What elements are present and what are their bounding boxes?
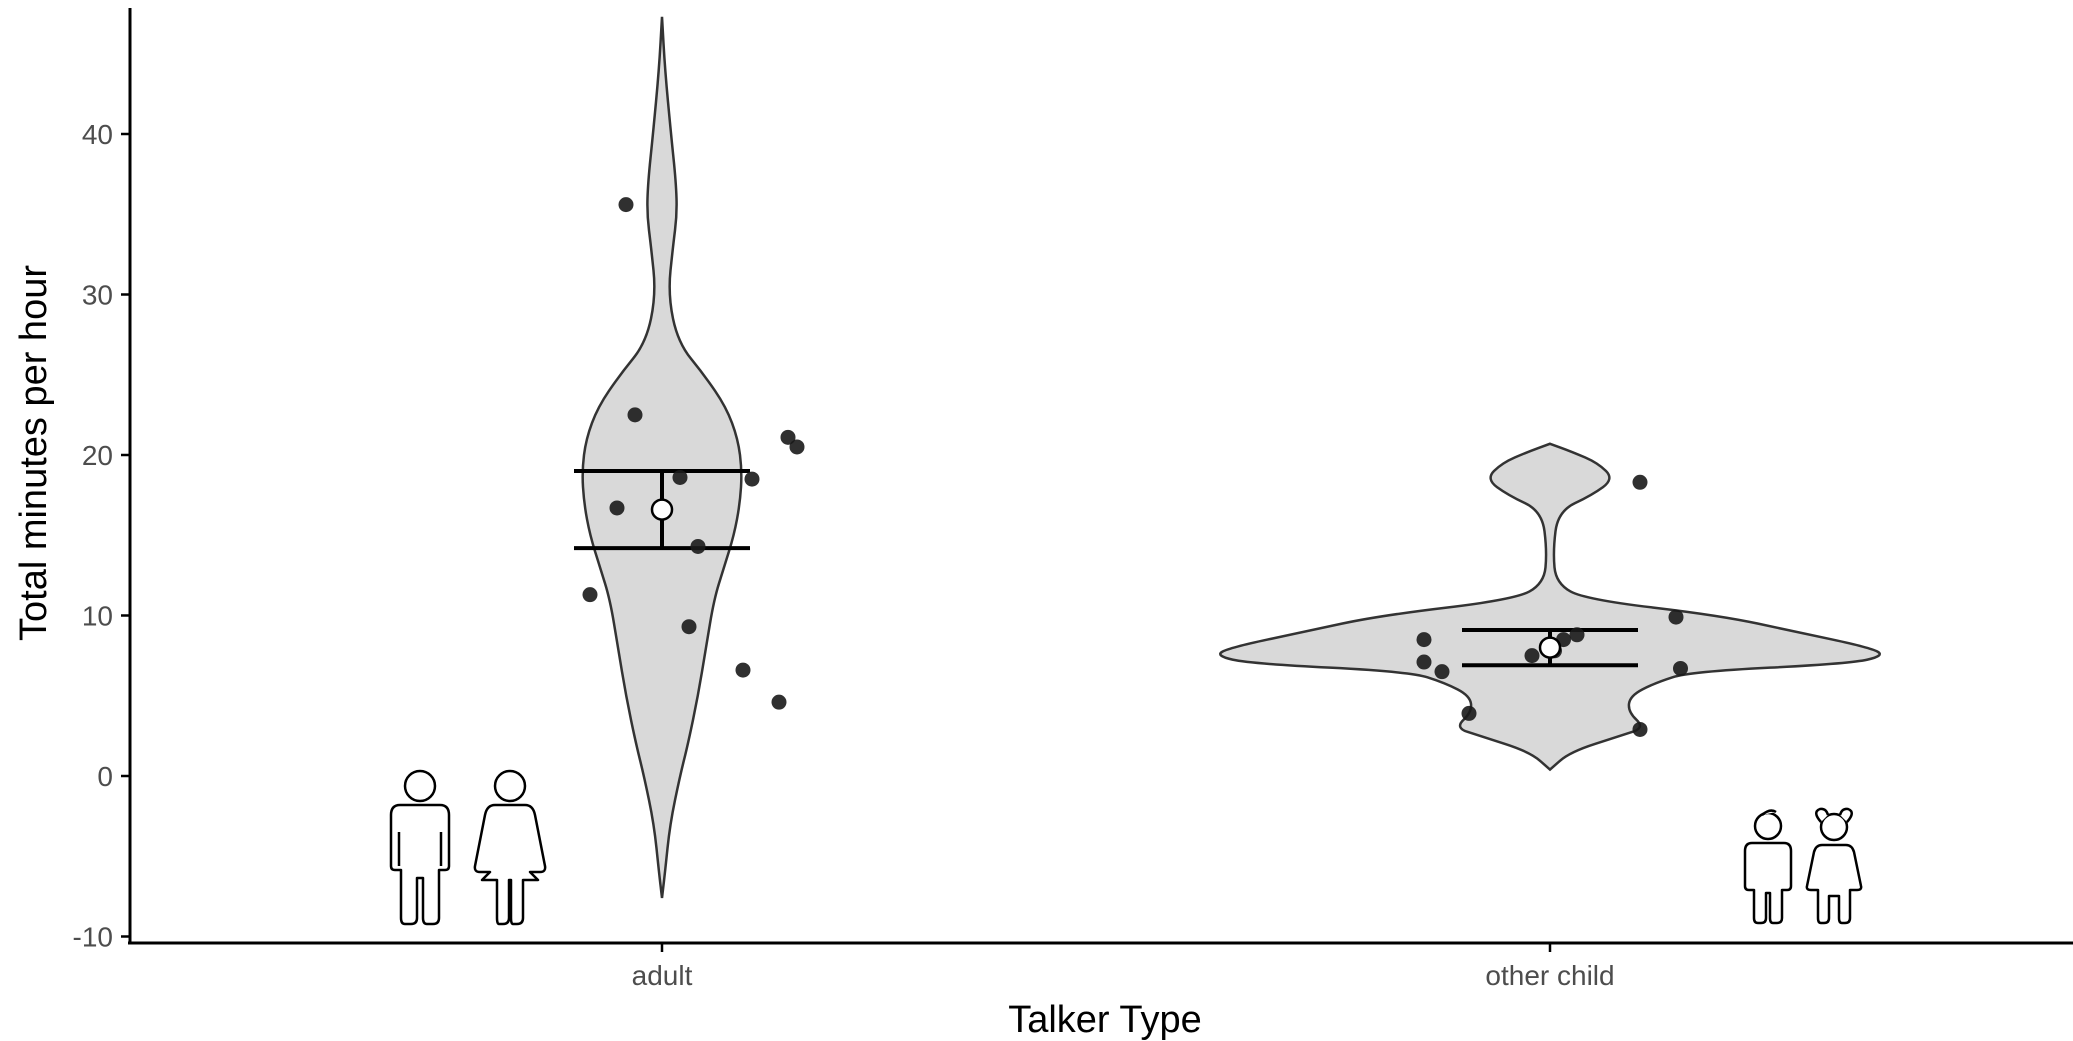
y-tick-label: 20 [82, 440, 113, 471]
data-point [771, 694, 787, 710]
data-point [627, 407, 643, 423]
y-tick-label: 30 [82, 280, 113, 311]
violins [581, 16, 1881, 899]
error-bars [574, 469, 1638, 668]
data-point [681, 619, 697, 635]
child-boy-girl-icon [1743, 807, 1863, 925]
data-point [1434, 664, 1450, 680]
data-point [1668, 609, 1684, 625]
data-point [744, 471, 760, 487]
violin-other-child [1219, 442, 1881, 772]
x-tick-label: other child [1485, 960, 1614, 991]
y-tick-label: -10 [73, 922, 113, 953]
y-axis-title: Total minutes per hour [13, 265, 55, 641]
boy-icon [1743, 809, 1793, 925]
data-points [582, 197, 1688, 737]
y-tick-label: 10 [82, 601, 113, 632]
y-tick-label: 40 [82, 119, 113, 150]
woman-icon [473, 769, 547, 926]
data-point [789, 439, 805, 455]
y-tick-label: 0 [97, 761, 113, 792]
data-point [1632, 474, 1648, 490]
x-axis-title: Talker Type [1008, 999, 1202, 1041]
data-point [609, 500, 625, 516]
man-icon [389, 769, 451, 926]
data-point [690, 538, 706, 554]
data-point [1416, 632, 1432, 648]
data-point [672, 469, 688, 485]
x-tick-label: adult [632, 960, 693, 991]
y-axis-ticks: -10 0 10 20 30 40 [73, 119, 130, 953]
data-point [1569, 627, 1585, 643]
data-point [1524, 648, 1540, 664]
data-point [582, 587, 598, 603]
data-point [735, 662, 751, 678]
mean-markers [650, 498, 1562, 659]
data-point [1461, 705, 1477, 721]
mean-marker [1538, 636, 1562, 659]
data-point [618, 197, 634, 213]
girl-icon [1805, 807, 1863, 925]
x-axis-ticks: adult other child [632, 943, 1615, 991]
data-point [1416, 654, 1432, 670]
data-point [780, 429, 796, 445]
data-point [1673, 660, 1688, 676]
mean-marker [650, 498, 674, 521]
adult-man-woman-icon [389, 769, 547, 926]
violin-adult [581, 16, 743, 899]
data-point [1632, 721, 1648, 737]
